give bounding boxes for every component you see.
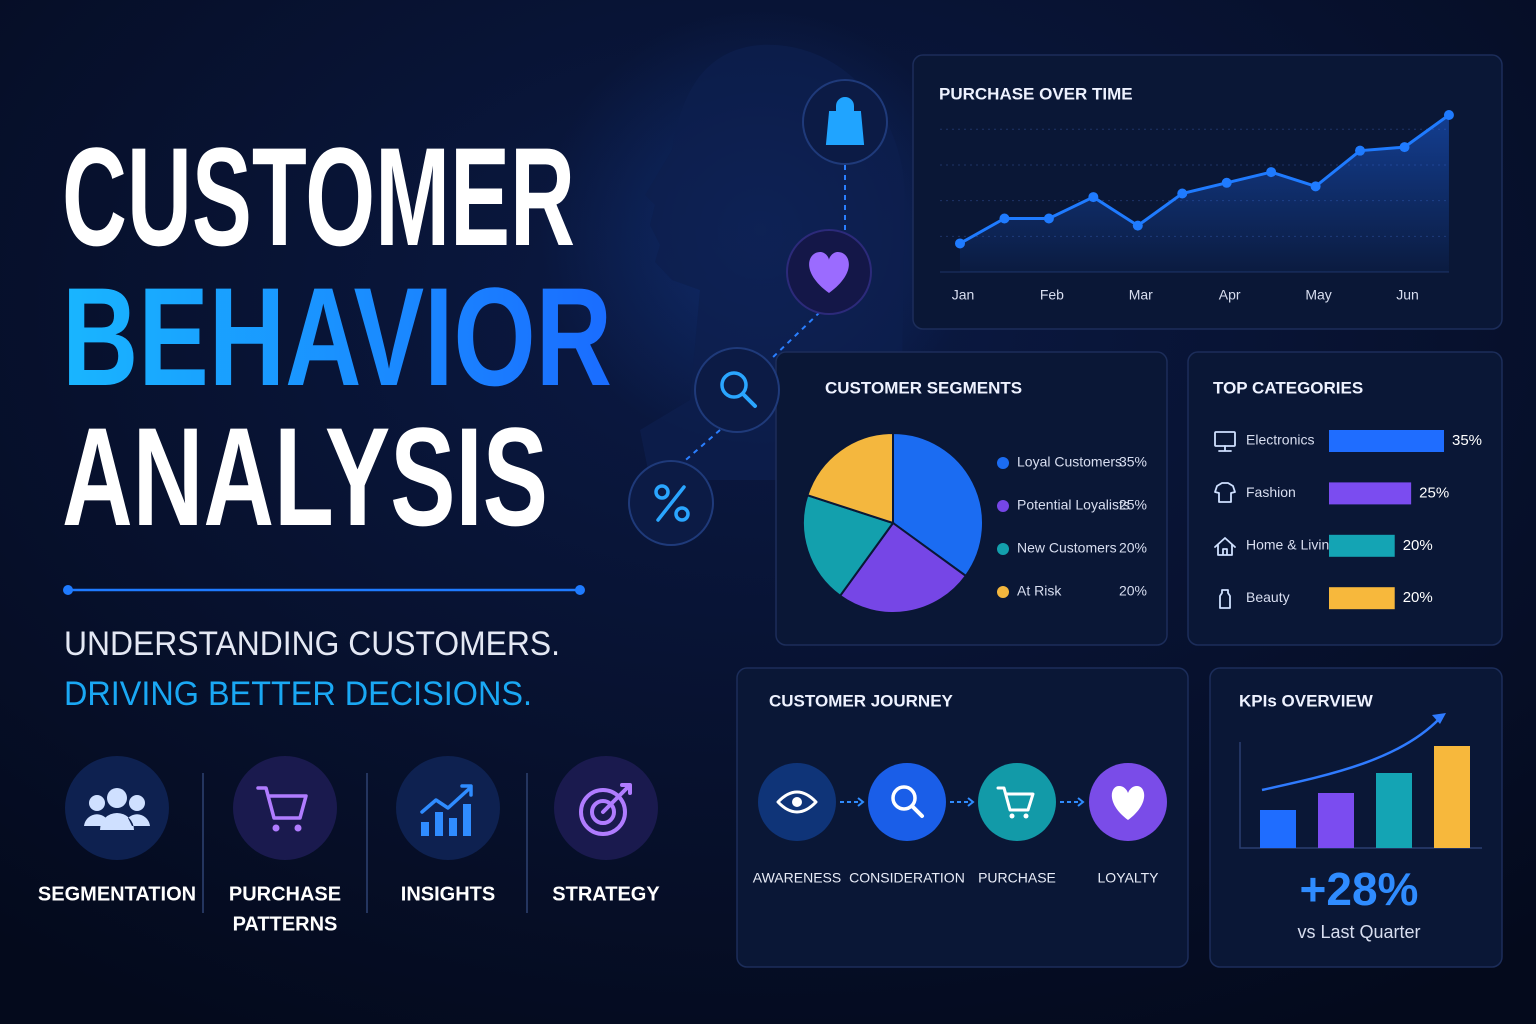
journey-icons bbox=[758, 763, 1167, 841]
kpi-note: vs Last Quarter bbox=[1297, 922, 1420, 942]
legend-label: New Customers bbox=[1017, 540, 1117, 556]
point bbox=[1177, 188, 1188, 199]
value-label: 35% bbox=[1452, 432, 1482, 449]
feature-label: SEGMENTATION bbox=[38, 883, 196, 905]
journey-step: AWARENESS bbox=[753, 870, 841, 886]
category-label: Fashion bbox=[1246, 484, 1296, 500]
subtitle: DRIVING BETTER DECISIONS. bbox=[64, 675, 532, 713]
panel-title: PURCHASE OVER TIME bbox=[939, 84, 1133, 103]
feature-label: INSIGHTS bbox=[401, 883, 495, 905]
panel-title: TOP CATEGORIES bbox=[1213, 378, 1363, 397]
arrow-head bbox=[1432, 713, 1446, 724]
area-fill bbox=[960, 115, 1449, 272]
x-tick-label: Mar bbox=[1129, 287, 1153, 303]
category-label: Beauty bbox=[1246, 589, 1290, 605]
kpi-value: +28% bbox=[1300, 863, 1419, 915]
legend-label: Potential Loyalists bbox=[1017, 497, 1130, 513]
point bbox=[955, 238, 965, 249]
point bbox=[1355, 145, 1366, 156]
subtitle: UNDERSTANDING CUSTOMERS. bbox=[64, 625, 560, 663]
divider bbox=[63, 585, 585, 595]
value-label: 35% bbox=[1119, 454, 1147, 470]
journey-step: PURCHASE bbox=[978, 870, 1056, 886]
panel-title: KPIs OVERVIEW bbox=[1239, 691, 1374, 710]
panel bbox=[736, 667, 1189, 968]
bar bbox=[1329, 430, 1444, 452]
value-label: 25% bbox=[1119, 497, 1147, 513]
point bbox=[1310, 181, 1321, 192]
point bbox=[1221, 177, 1232, 188]
bar bbox=[1318, 793, 1354, 848]
line bbox=[959, 113, 1450, 245]
panel-title: CUSTOMER SEGMENTS bbox=[825, 378, 1022, 397]
panel bbox=[1209, 667, 1503, 968]
value-label: 20% bbox=[1403, 537, 1433, 554]
title-line: BEHAVIOR bbox=[62, 258, 612, 415]
category-label: Home & Living bbox=[1246, 537, 1337, 553]
point bbox=[1399, 142, 1410, 153]
category-label: Electronics bbox=[1246, 432, 1314, 448]
point bbox=[1132, 220, 1143, 231]
x-tick-label: Jun bbox=[1396, 287, 1419, 303]
x-tick-label: Apr bbox=[1219, 287, 1241, 303]
bar bbox=[1329, 534, 1395, 557]
journey-step: LOYALTY bbox=[1098, 870, 1160, 886]
title-line: ANALYSIS bbox=[62, 398, 548, 555]
pie-slice bbox=[806, 431, 894, 525]
value-label: 20% bbox=[1403, 589, 1433, 606]
value-label: 25% bbox=[1419, 484, 1449, 501]
journey-step: CONSIDERATION bbox=[849, 870, 965, 886]
value-label: 20% bbox=[1119, 583, 1147, 599]
panel-title: CUSTOMER JOURNEY bbox=[769, 691, 954, 710]
point bbox=[999, 213, 1010, 224]
pie-slice bbox=[838, 521, 968, 614]
legend-label: At Risk bbox=[1017, 583, 1062, 599]
legend-swatch bbox=[997, 457, 1009, 469]
point bbox=[1088, 192, 1099, 203]
bar bbox=[1329, 482, 1412, 505]
legend-swatch bbox=[997, 586, 1009, 598]
feature-icons bbox=[65, 756, 658, 913]
side-badges bbox=[628, 79, 888, 546]
bar bbox=[1376, 773, 1412, 848]
x-tick-label: May bbox=[1305, 287, 1331, 303]
point bbox=[1443, 110, 1454, 120]
legend-swatch bbox=[997, 500, 1009, 512]
bar bbox=[1329, 587, 1395, 610]
trend-arrow bbox=[1261, 717, 1441, 792]
x-tick-label: Jan bbox=[952, 287, 975, 303]
legend-label: Loyal Customers bbox=[1017, 454, 1122, 470]
point bbox=[1043, 213, 1054, 224]
pie-slice bbox=[892, 431, 984, 578]
value-label: 20% bbox=[1119, 540, 1147, 556]
feature-label: PURCHASE bbox=[229, 883, 341, 905]
feature-label: STRATEGY bbox=[552, 883, 660, 905]
pie-slice bbox=[802, 493, 895, 598]
connector bbox=[679, 165, 846, 466]
point bbox=[1266, 167, 1277, 178]
bar bbox=[1434, 746, 1470, 848]
legend-swatch bbox=[997, 543, 1009, 555]
title-line: CUSTOMER bbox=[62, 118, 575, 275]
category-icons bbox=[1214, 431, 1236, 609]
bar bbox=[1260, 810, 1296, 848]
feature-label: PATTERNS bbox=[233, 913, 338, 935]
x-tick-label: Feb bbox=[1040, 287, 1064, 303]
